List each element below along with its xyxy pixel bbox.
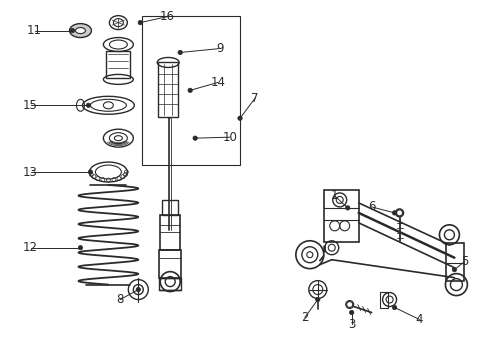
Text: 16: 16 — [160, 10, 174, 23]
Bar — [159, 250, 181, 278]
Circle shape — [88, 170, 92, 174]
Bar — [323, 190, 358, 242]
Bar — [162, 200, 178, 215]
Bar — [159, 278, 181, 289]
Text: 1: 1 — [330, 189, 338, 202]
Bar — [158, 62, 178, 117]
Text: 14: 14 — [210, 76, 225, 89]
Text: 9: 9 — [216, 42, 224, 55]
Circle shape — [178, 50, 182, 55]
Text: 8: 8 — [117, 293, 124, 306]
Text: 15: 15 — [23, 99, 38, 112]
Ellipse shape — [75, 28, 85, 33]
Circle shape — [315, 297, 319, 302]
Circle shape — [349, 310, 353, 315]
Circle shape — [136, 287, 140, 292]
Circle shape — [78, 246, 82, 250]
Text: 12: 12 — [23, 241, 38, 254]
Circle shape — [86, 103, 90, 108]
Bar — [106, 50, 130, 78]
Text: 4: 4 — [415, 313, 423, 326]
Bar — [160, 215, 180, 250]
Circle shape — [193, 136, 197, 140]
Circle shape — [70, 28, 75, 33]
Ellipse shape — [69, 24, 91, 37]
Text: 2: 2 — [301, 311, 308, 324]
Circle shape — [391, 305, 396, 310]
Bar — [446, 243, 464, 280]
Circle shape — [187, 88, 192, 93]
Bar — [379, 292, 387, 307]
Text: 11: 11 — [27, 24, 42, 37]
Circle shape — [391, 211, 396, 215]
Text: 6: 6 — [367, 201, 375, 213]
Circle shape — [451, 267, 456, 272]
Text: 5: 5 — [460, 255, 467, 268]
Text: 7: 7 — [251, 92, 258, 105]
Bar — [142, 15, 240, 165]
Circle shape — [138, 21, 142, 25]
Text: 10: 10 — [222, 131, 237, 144]
Text: 13: 13 — [23, 166, 38, 179]
Text: 3: 3 — [347, 318, 355, 331]
Circle shape — [345, 206, 349, 210]
Circle shape — [237, 116, 242, 121]
